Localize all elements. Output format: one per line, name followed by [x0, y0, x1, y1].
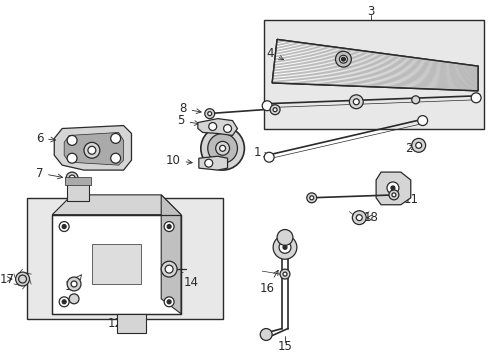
Circle shape [273, 235, 296, 259]
Circle shape [164, 222, 174, 231]
Circle shape [84, 142, 100, 158]
Circle shape [208, 122, 216, 130]
Circle shape [411, 138, 425, 152]
Circle shape [260, 329, 271, 341]
Text: 11: 11 [396, 192, 417, 206]
Circle shape [215, 141, 229, 155]
Text: 9: 9 [385, 183, 392, 197]
Circle shape [306, 193, 316, 203]
Circle shape [66, 172, 78, 184]
Circle shape [352, 211, 366, 225]
Circle shape [390, 186, 394, 190]
Text: 16: 16 [259, 270, 278, 296]
Circle shape [88, 146, 96, 154]
Text: 6: 6 [36, 132, 56, 145]
Circle shape [62, 300, 66, 304]
Circle shape [335, 51, 351, 67]
Circle shape [341, 57, 345, 61]
Circle shape [219, 145, 225, 151]
Circle shape [262, 101, 271, 111]
Bar [67, 183, 89, 201]
Circle shape [223, 125, 231, 132]
Circle shape [470, 93, 480, 103]
Circle shape [207, 134, 237, 163]
Bar [264, 19, 483, 129]
Circle shape [279, 242, 290, 253]
Polygon shape [54, 126, 131, 170]
Circle shape [411, 96, 419, 104]
Circle shape [164, 297, 174, 307]
Polygon shape [64, 132, 123, 165]
Circle shape [207, 112, 211, 116]
Text: 1: 1 [253, 146, 268, 159]
Polygon shape [198, 118, 237, 135]
Text: 10: 10 [165, 154, 192, 167]
Text: 13: 13 [64, 275, 81, 293]
Text: 12: 12 [108, 317, 123, 330]
Circle shape [273, 108, 277, 112]
Text: 17: 17 [0, 273, 14, 285]
Text: 15: 15 [277, 340, 292, 353]
Circle shape [204, 159, 212, 167]
Bar [92, 244, 141, 284]
Bar [52, 215, 181, 314]
Circle shape [417, 116, 427, 126]
Circle shape [69, 294, 79, 304]
Text: 2: 2 [404, 142, 414, 155]
Text: 3: 3 [366, 5, 374, 18]
Circle shape [110, 153, 121, 163]
Text: 8: 8 [179, 102, 201, 115]
Circle shape [161, 261, 177, 277]
Circle shape [264, 152, 274, 162]
Polygon shape [375, 172, 410, 205]
Circle shape [67, 277, 81, 291]
Circle shape [388, 190, 398, 200]
Bar [65, 177, 91, 185]
Circle shape [67, 153, 77, 163]
Circle shape [280, 269, 289, 279]
Circle shape [415, 142, 421, 148]
Text: 7: 7 [36, 167, 62, 180]
Circle shape [19, 275, 26, 283]
Circle shape [16, 272, 29, 286]
Circle shape [386, 182, 398, 194]
Polygon shape [117, 314, 146, 333]
Circle shape [67, 135, 77, 145]
Circle shape [339, 55, 346, 63]
Circle shape [167, 225, 171, 229]
Circle shape [110, 134, 121, 143]
Circle shape [356, 215, 362, 221]
Circle shape [309, 196, 313, 200]
Text: 14: 14 [178, 271, 198, 288]
Text: 18: 18 [363, 211, 378, 224]
Circle shape [283, 246, 286, 249]
Circle shape [167, 300, 171, 304]
Circle shape [204, 109, 214, 118]
Polygon shape [199, 156, 227, 170]
Circle shape [348, 95, 363, 109]
Circle shape [283, 272, 286, 276]
Circle shape [391, 193, 395, 197]
Polygon shape [161, 195, 181, 314]
Polygon shape [271, 39, 477, 91]
Text: 5: 5 [177, 114, 199, 127]
Circle shape [353, 99, 359, 105]
Text: 4: 4 [266, 47, 283, 60]
Circle shape [59, 222, 69, 231]
Bar [26, 198, 222, 319]
Circle shape [71, 281, 77, 287]
Polygon shape [52, 195, 181, 215]
Circle shape [62, 225, 66, 229]
Circle shape [269, 105, 280, 114]
Circle shape [201, 126, 244, 170]
Circle shape [59, 297, 69, 307]
Circle shape [69, 175, 75, 181]
Circle shape [165, 265, 173, 273]
Circle shape [277, 230, 292, 246]
